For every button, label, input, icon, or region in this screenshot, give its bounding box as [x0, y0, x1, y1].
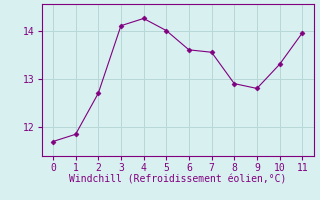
- X-axis label: Windchill (Refroidissement éolien,°C): Windchill (Refroidissement éolien,°C): [69, 174, 286, 184]
